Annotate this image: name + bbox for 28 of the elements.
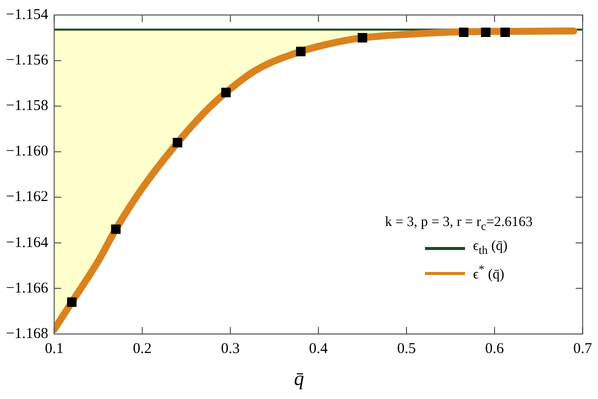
- x-tick-label: 0.3: [220, 340, 240, 357]
- x-tick-label: 0.7: [573, 340, 592, 357]
- point: [458, 28, 468, 38]
- legend-label: ϵ$_{th}$ (q̄): [473, 238, 508, 257]
- x-tick-label: 0.1: [44, 340, 64, 357]
- y-tick-label: −1.164: [6, 234, 49, 251]
- y-tick-label: −1.168: [6, 326, 48, 342]
- x-tick-label: 0.4: [309, 340, 328, 357]
- y-tick-label: −1.158: [6, 98, 48, 114]
- legend-title: k = 3, p = 3, r = r$_{c}$=2.6163: [385, 215, 533, 233]
- point: [500, 28, 510, 38]
- y-tick-label: −1.166: [6, 280, 49, 296]
- point: [67, 297, 77, 307]
- point: [221, 88, 231, 98]
- x-axis-title: q̄: [293, 368, 305, 391]
- point: [111, 224, 121, 234]
- y-tick-label: −1.154: [6, 6, 49, 23]
- point: [358, 33, 368, 43]
- x-tick-label: 0.6: [485, 340, 504, 357]
- legend-label: ϵ$^{*}$ (q̄): [473, 262, 504, 284]
- x-tick-label: 0.2: [132, 340, 152, 357]
- x-tick-label: 0.5: [397, 340, 416, 357]
- y-tick-label: −1.160: [6, 144, 48, 160]
- y-tick-label: −1.162: [6, 189, 48, 206]
- point: [481, 28, 490, 38]
- point: [172, 138, 182, 148]
- y-tick-label: −1.156: [6, 52, 49, 69]
- point: [296, 46, 306, 56]
